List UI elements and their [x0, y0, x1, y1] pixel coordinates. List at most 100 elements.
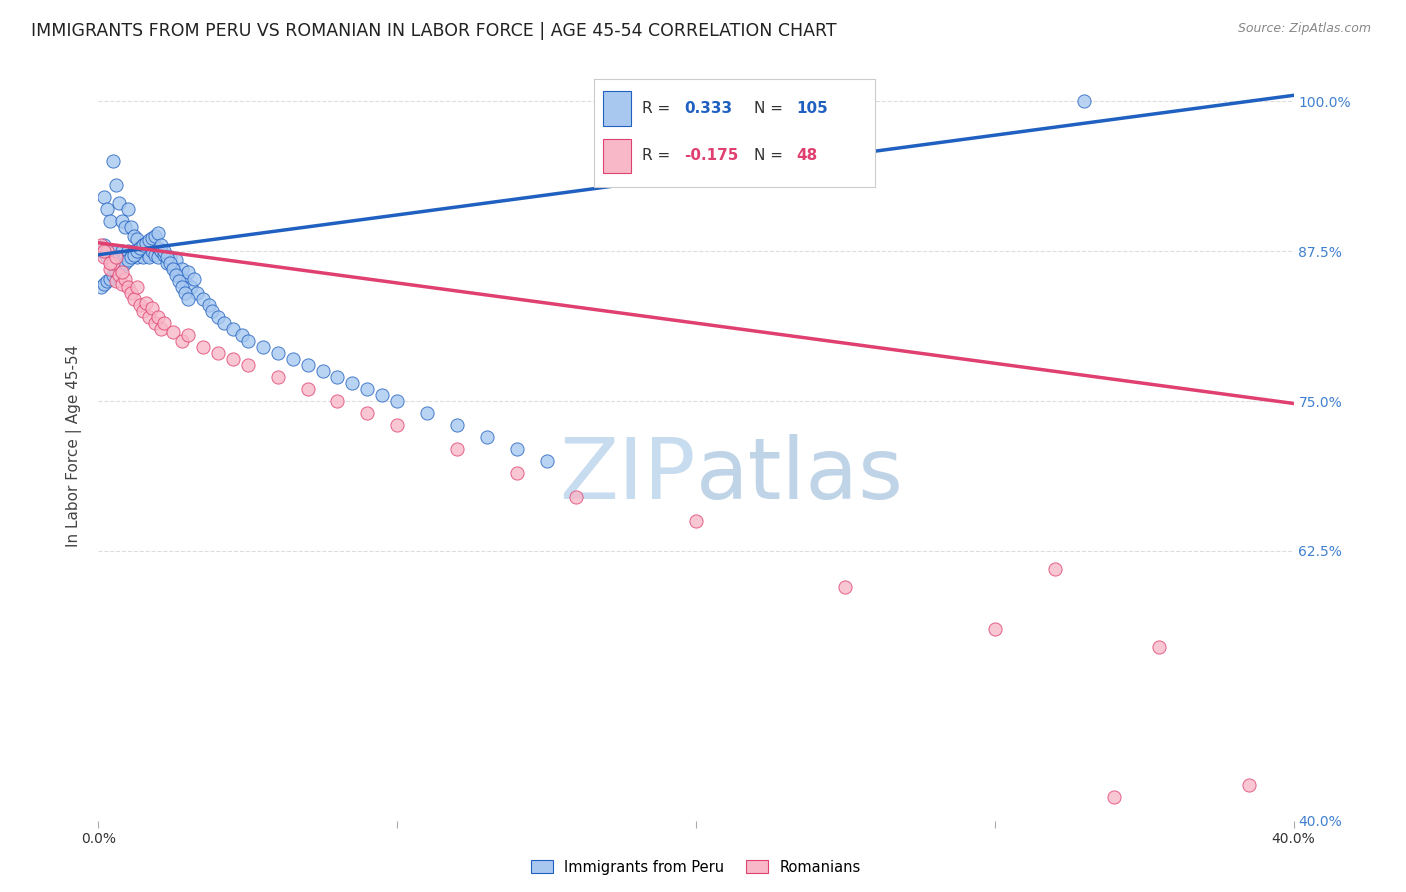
Point	[1237, 778, 1260, 792]
Point	[236, 358, 259, 372]
Point	[371, 388, 394, 402]
Point	[281, 352, 304, 367]
Point	[141, 244, 163, 259]
Point	[96, 244, 118, 259]
Point	[114, 256, 136, 270]
Point	[180, 280, 202, 294]
Point	[150, 238, 173, 252]
Point	[135, 295, 157, 310]
Point	[475, 430, 498, 444]
Point	[108, 196, 131, 211]
Point	[127, 280, 149, 294]
Point	[326, 370, 349, 384]
Point	[165, 268, 187, 282]
Point	[506, 466, 529, 480]
Point	[356, 382, 378, 396]
Point	[138, 234, 160, 248]
Point	[132, 238, 155, 252]
Point	[93, 277, 115, 291]
Point	[93, 250, 115, 264]
Point	[236, 334, 259, 348]
Point	[90, 280, 112, 294]
Point	[311, 364, 333, 378]
Point	[105, 244, 128, 259]
Point	[172, 280, 194, 294]
Point	[167, 268, 190, 282]
Point	[1104, 789, 1126, 804]
Point	[141, 301, 163, 315]
Point	[1043, 562, 1066, 576]
Point	[385, 417, 409, 432]
Point	[117, 202, 139, 217]
Point	[834, 580, 856, 594]
Point	[114, 250, 136, 264]
Point	[177, 328, 200, 343]
Point	[108, 268, 131, 282]
Point	[111, 277, 134, 291]
Point	[108, 250, 131, 264]
Point	[105, 178, 128, 193]
Point	[385, 394, 409, 409]
Point	[120, 250, 142, 264]
Point	[98, 272, 122, 286]
Point	[120, 250, 142, 264]
Point	[156, 250, 179, 264]
Point	[117, 252, 139, 267]
Point	[506, 442, 529, 456]
Point	[252, 340, 274, 354]
Point	[93, 190, 115, 204]
Point	[120, 286, 142, 301]
Point	[124, 244, 146, 259]
Y-axis label: In Labor Force | Age 45-54: In Labor Force | Age 45-54	[66, 345, 83, 547]
Point	[267, 370, 290, 384]
Point	[153, 316, 176, 330]
Point	[129, 298, 152, 312]
Text: atlas: atlas	[696, 434, 904, 517]
Point	[446, 442, 468, 456]
Point	[297, 358, 319, 372]
Point	[127, 250, 149, 264]
Legend: Immigrants from Peru, Romanians: Immigrants from Peru, Romanians	[524, 855, 868, 880]
Point	[93, 238, 115, 252]
Point	[148, 310, 170, 325]
Point	[191, 340, 214, 354]
Point	[174, 286, 197, 301]
Point	[150, 322, 173, 336]
Point	[117, 244, 139, 259]
Point	[165, 252, 187, 267]
Point	[90, 238, 112, 252]
Point	[135, 242, 157, 256]
Point	[98, 262, 122, 277]
Point	[207, 346, 229, 360]
Point	[342, 376, 364, 390]
Text: ZIP: ZIP	[560, 434, 696, 517]
Point	[138, 248, 160, 262]
Point	[105, 250, 128, 264]
Point	[138, 310, 160, 325]
Point	[212, 316, 235, 330]
Point	[98, 244, 122, 259]
Point	[150, 244, 173, 259]
Point	[267, 346, 290, 360]
Point	[124, 248, 146, 262]
Point	[172, 262, 194, 277]
Point	[127, 232, 149, 246]
Point	[96, 250, 118, 264]
Point	[162, 260, 184, 274]
Point	[93, 244, 115, 259]
Point	[103, 250, 125, 264]
Point	[132, 304, 155, 318]
Point	[105, 264, 128, 278]
Point	[143, 316, 166, 330]
Point	[1147, 640, 1170, 654]
Point	[984, 622, 1007, 636]
Point	[129, 241, 152, 255]
Point	[222, 322, 245, 336]
Point	[162, 262, 184, 277]
Point	[207, 310, 229, 325]
Point	[536, 454, 558, 468]
Point	[138, 250, 160, 264]
Point	[148, 226, 170, 240]
Point	[103, 256, 125, 270]
Point	[111, 260, 134, 274]
